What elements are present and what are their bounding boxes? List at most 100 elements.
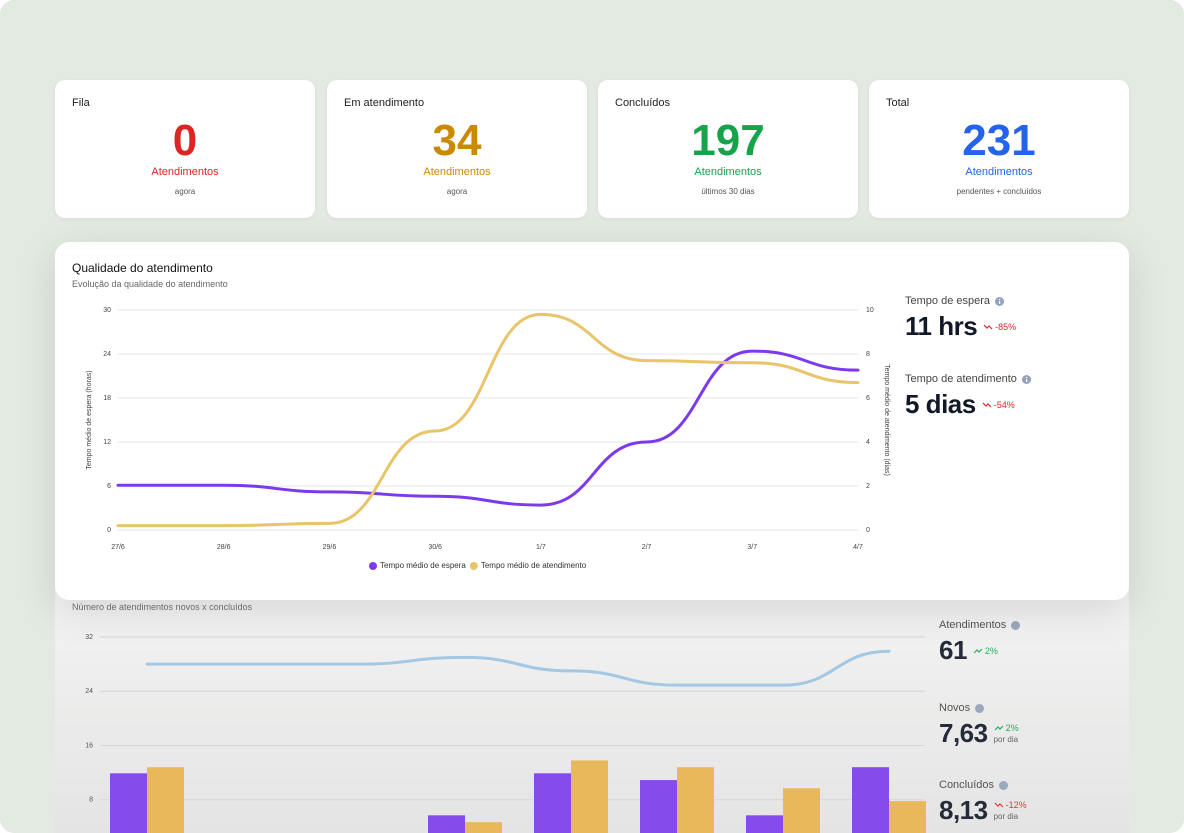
bar [746,815,783,833]
bar [465,822,502,833]
bar [110,773,147,833]
bar [640,780,677,833]
y2-tick-label: 4 [866,439,870,446]
trend-up-icon [994,725,1004,731]
card-note: pendentes + concluídos [956,187,1042,196]
stat-value: 5 dias [905,389,976,419]
stat-value: 11 hrs [905,311,978,341]
chart-subtitle: Evolução da qualidade do atendimento [72,279,228,289]
y2-tick-label: 0 [866,527,870,534]
bar [852,767,889,833]
y2-tick-label: 10 [866,307,874,314]
kpi-card: Fila 0 Atendimentos agora [55,80,315,218]
x-tick-label: 4/7 [853,544,863,551]
stat-change: -12% [1005,800,1027,810]
stat-value: 8,13 [939,795,988,825]
stat-label: Concluídos [939,779,995,791]
stat: Atendimentos 61 2% [939,619,1021,666]
card-title: Em atendimento [344,97,425,109]
y2-axis-title: Tempo médio de atendimento (dias) [883,364,890,476]
bar [677,767,714,833]
y-tick-label: 18 [103,395,111,402]
volume-panel: 8 16 24 32 Número de atendimentos novos x c… [55,575,1129,833]
info-icon [1011,620,1021,630]
card-label: Atendimentos [423,166,491,178]
stat-change: -85% [995,321,1017,332]
chart-subtitle: Número de atendimentos novos x concluído… [72,602,253,612]
y2-tick-label: 2 [866,483,870,490]
card-value: 231 [962,116,1036,165]
y-tick-label: 6 [107,483,111,490]
chart: 8 16 24 32 [85,634,926,833]
x-tick-label: 3/7 [747,544,757,551]
card-value: 197 [691,116,765,165]
info-icon [995,296,1004,306]
card-label: Atendimentos [965,166,1033,178]
card-value: 0 [172,116,198,165]
chart-title: Qualidade do atendimento [72,261,213,275]
stat-label: Atendimentos [939,619,1007,631]
card-note: agora [174,187,196,196]
stat-unit: por dia [993,735,1019,744]
stat-label: Tempo de espera [905,295,990,307]
trend-down-icon [982,402,992,407]
stat-value: 7,63 [939,718,988,748]
kpi-card: Em atendimento 34 Atendimentos agora [327,80,587,218]
series-line [116,349,860,507]
y-tick-label: 30 [103,307,111,314]
series-line [145,649,891,687]
bar [534,773,571,833]
card-title: Concluídos [615,97,671,109]
card-label: Atendimentos [694,166,762,178]
x-tick-label: 1/7 [536,544,546,551]
card-title: Fila [72,97,90,109]
card-note: agora [446,187,468,196]
stat: Tempo de espera 11 hrs -85% [905,295,1016,342]
trend-down-icon [994,802,1004,808]
x-tick-label: 28/6 [217,544,231,551]
y2-tick-label: 8 [866,351,870,358]
stat-label: Tempo de atendimento [905,373,1017,385]
stat-unit: por dia [993,812,1019,821]
bar [428,815,465,833]
bar [889,801,926,833]
legend-label: Tempo médio de espera [380,561,466,570]
info-icon [975,703,985,713]
stat-change: 2% [984,645,998,656]
card-title: Total [886,97,910,109]
legend-swatch [369,562,377,570]
bar [571,760,608,833]
info-icon [999,780,1009,790]
series-line [116,312,860,528]
x-tick-label: 30/6 [428,544,442,551]
quality-panel: 0 6 12 18 24 30 0 2 4 6 8 10 27/6 28/6 29/6 30/6 1/7 2/7 3… [55,242,1129,600]
kpi-card: Total 231 Atendimentos pendentes + concl… [869,80,1129,218]
stat-change: -54% [993,399,1015,410]
stat-label: Novos [939,702,971,714]
y-tick-label: 12 [103,439,111,446]
y-tick-label: 8 [89,797,93,804]
info-icon [1021,374,1031,384]
stat-value: 61 [939,635,967,665]
stat-change: 2% [1005,723,1019,733]
stat: Novos 7,63 2% por dia [939,702,1019,749]
y-tick-label: 24 [85,688,93,695]
y-tick-label: 0 [107,527,111,534]
bar [783,788,820,833]
legend-label: Tempo médio de atendimento [481,561,587,570]
card-value: 34 [432,116,482,165]
y-tick-label: 24 [103,351,111,358]
x-tick-label: 2/7 [642,544,652,551]
card-note: últimos 30 dias [701,187,755,196]
kpi-card: Concluídos 197 Atendimentos últimos 30 d… [598,80,858,218]
stat: Concluídos 8,13 -12% por dia [939,779,1027,826]
y-tick-label: 16 [85,742,93,749]
x-tick-label: 27/6 [111,544,125,551]
y2-tick-label: 6 [866,395,870,402]
stat: Tempo de atendimento 5 dias -54% [905,373,1031,420]
bar [147,767,184,833]
trend-up-icon [973,648,983,653]
y-axis-title: Tempo médio de espera (horas) [86,370,93,469]
